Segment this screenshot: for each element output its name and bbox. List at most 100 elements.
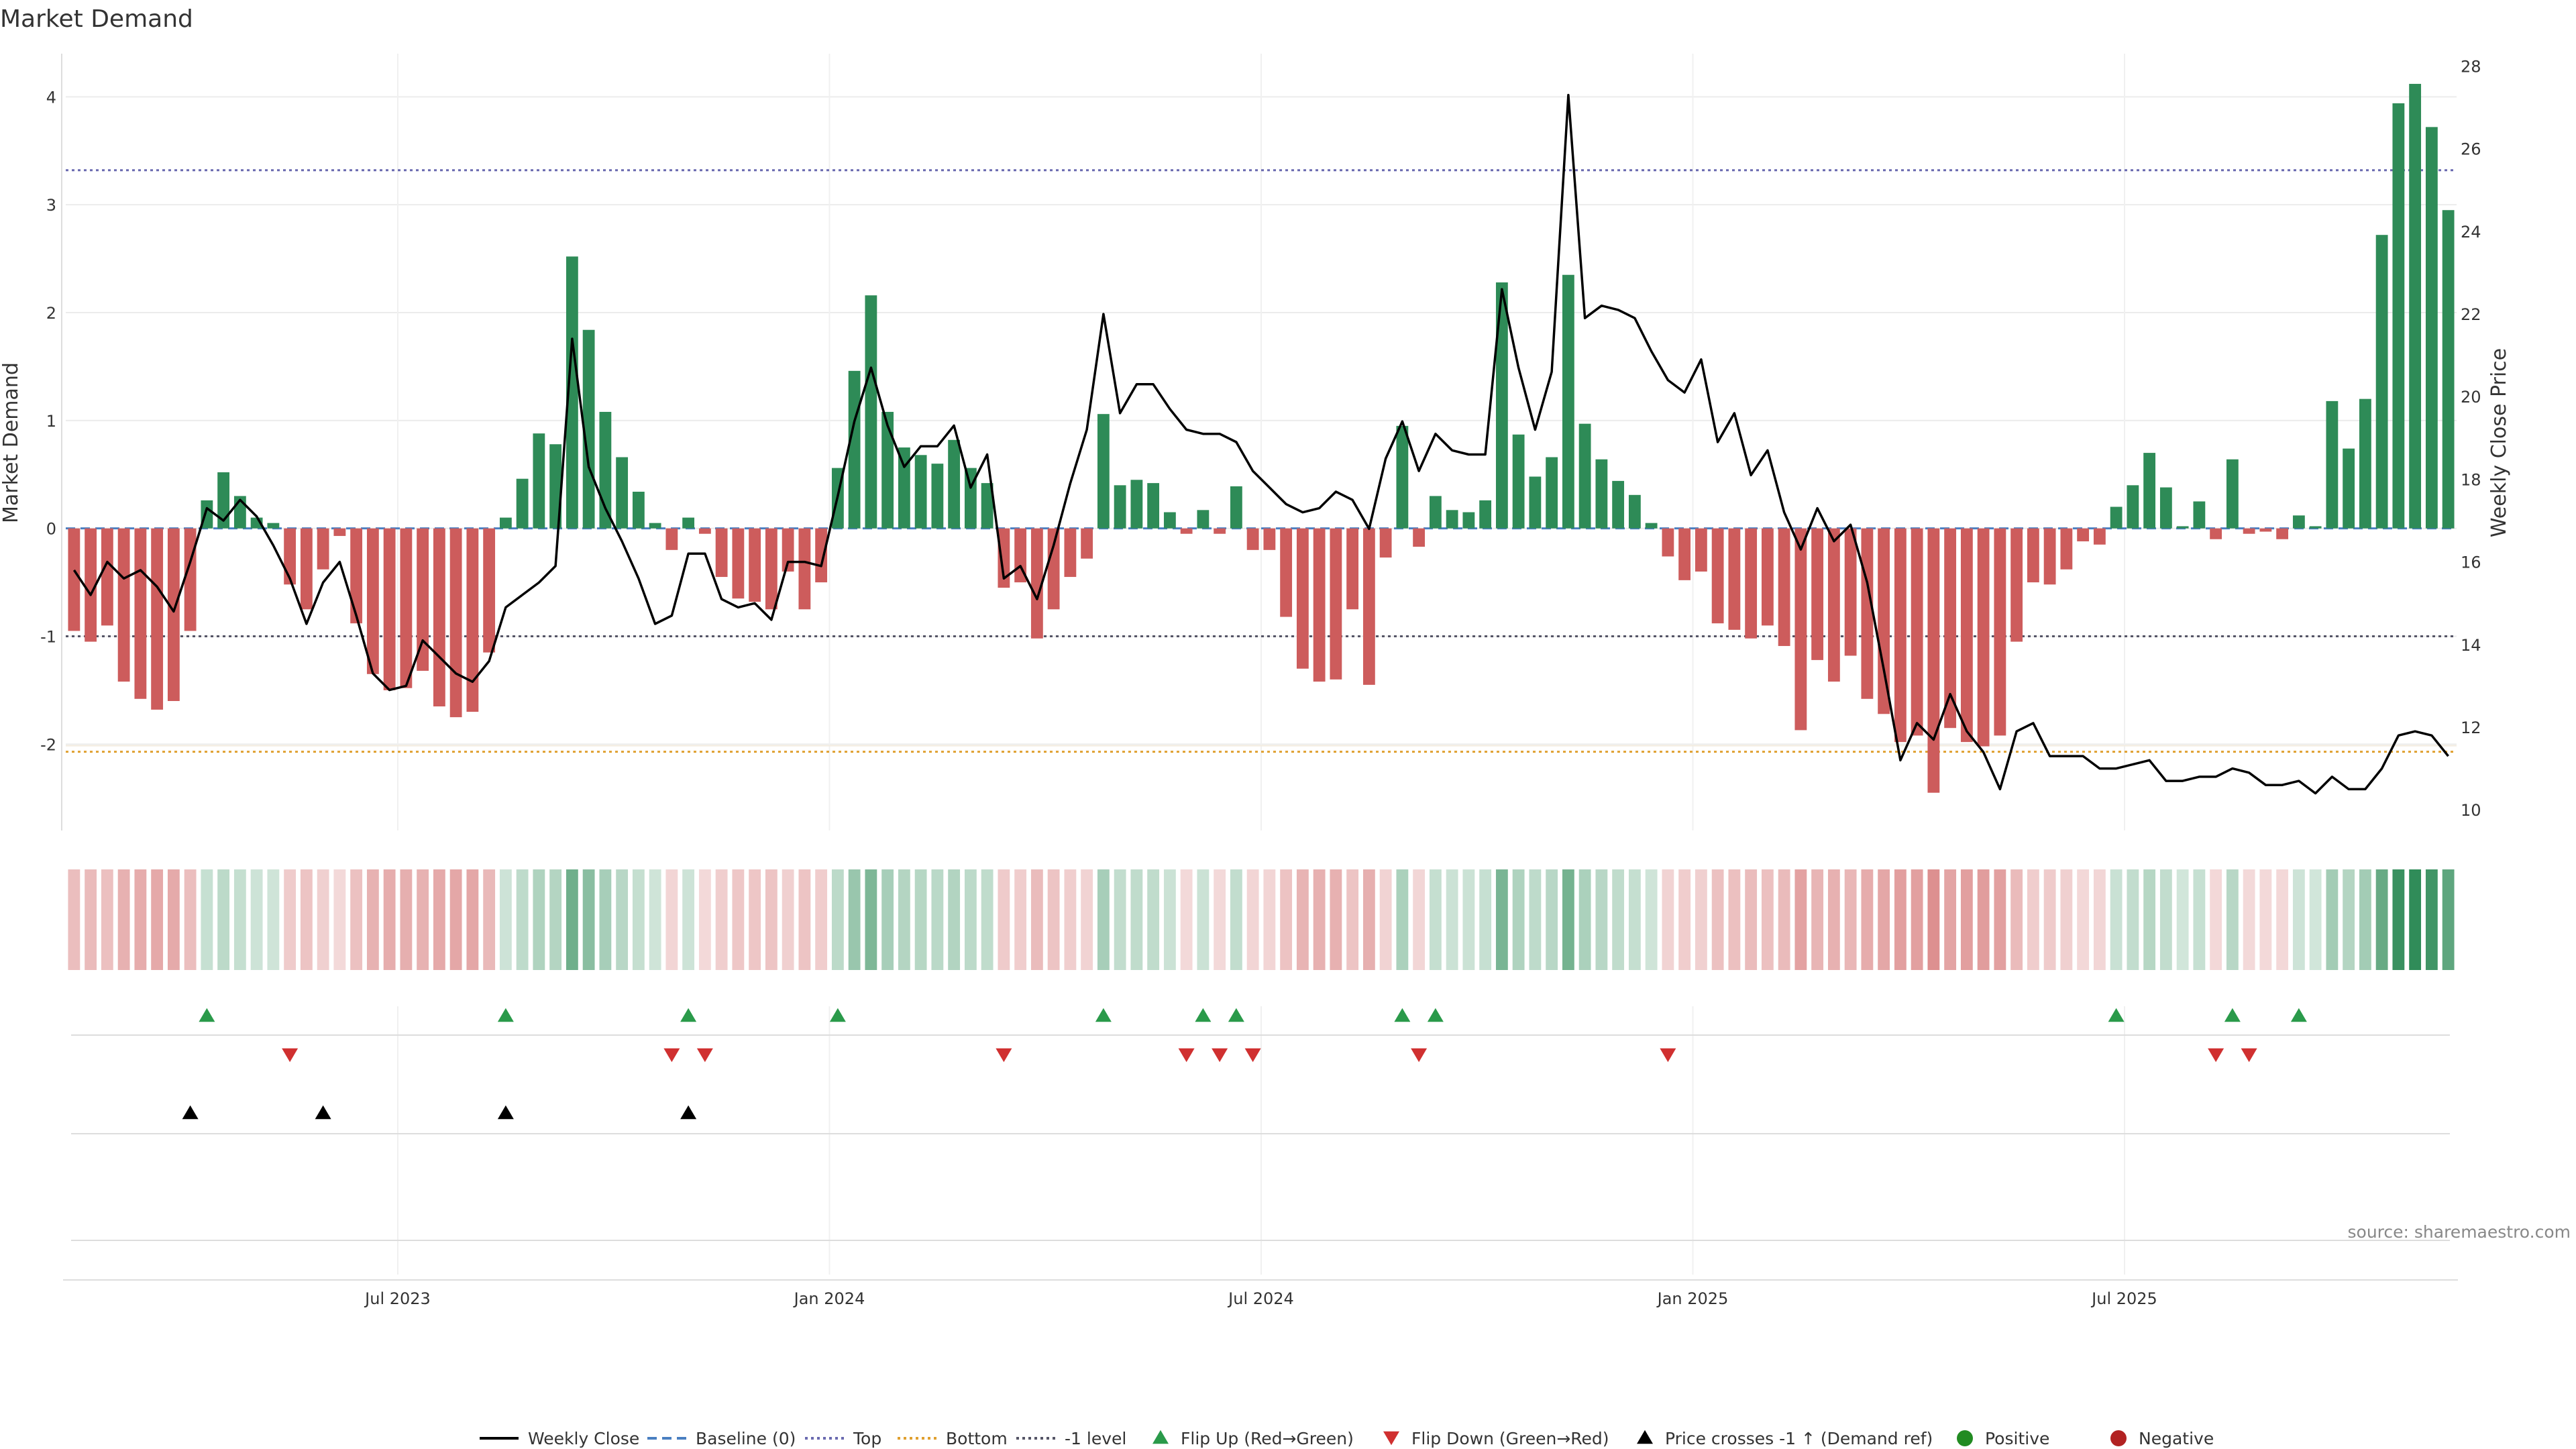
bar-negative bbox=[998, 528, 1010, 588]
bar-negative bbox=[68, 528, 80, 631]
bar-negative bbox=[749, 528, 761, 602]
bar-negative bbox=[417, 528, 429, 671]
strip-cell-positive bbox=[2309, 869, 2322, 970]
strip-cell-negative bbox=[1214, 869, 1226, 970]
strip-cell-negative bbox=[1030, 869, 1043, 970]
bar-negative bbox=[1745, 528, 1758, 639]
y2-tick-label: 26 bbox=[2461, 140, 2481, 159]
flip-up-marker bbox=[1394, 1008, 1411, 1022]
legend-swatch-triangle-up bbox=[1152, 1430, 1169, 1444]
bar-negative bbox=[2243, 528, 2255, 534]
strip-cell-negative bbox=[2043, 869, 2056, 970]
y2-tick-label: 16 bbox=[2461, 553, 2481, 572]
legend-item-label: Top bbox=[853, 1429, 881, 1448]
flip-down-marker bbox=[2241, 1048, 2257, 1063]
bar-negative bbox=[101, 528, 113, 626]
y-tick-label: 4 bbox=[46, 88, 56, 107]
strip-cell-negative bbox=[366, 869, 379, 970]
strip-cell-negative bbox=[85, 869, 97, 970]
bar-positive bbox=[2343, 448, 2355, 529]
strip-cell-positive bbox=[616, 869, 629, 970]
strip-cell-positive bbox=[1097, 869, 1110, 970]
strip-cell-negative bbox=[1362, 869, 1375, 970]
bar-negative bbox=[1246, 528, 1259, 550]
flip-down-marker bbox=[1411, 1048, 1428, 1063]
bar-negative bbox=[665, 528, 678, 550]
legend: Weekly Close Baseline (0) Top Bottom -1 leve… bbox=[480, 1429, 2214, 1448]
strip-cell-positive bbox=[1462, 869, 1475, 970]
legend-item-label: -1 level bbox=[1065, 1429, 1126, 1448]
y-tick-label: 0 bbox=[46, 520, 56, 539]
strip-cell-negative bbox=[400, 869, 413, 970]
flip-up-marker bbox=[2290, 1008, 2307, 1022]
bar-positive bbox=[1495, 282, 1508, 529]
bar-negative bbox=[1064, 528, 1077, 578]
bar-negative bbox=[2060, 528, 2073, 570]
demand-bars bbox=[68, 84, 2455, 793]
strip-cell-positive bbox=[649, 869, 661, 970]
bar-negative bbox=[184, 528, 197, 631]
bar-negative bbox=[167, 528, 180, 701]
strip-cell-positive bbox=[831, 869, 844, 970]
strip-cell-negative bbox=[1296, 869, 1309, 970]
strip-cell-negative bbox=[2077, 869, 2090, 970]
flip-up-marker bbox=[829, 1008, 846, 1022]
bar-positive bbox=[2359, 398, 2371, 529]
strip-cell-negative bbox=[1878, 869, 1890, 970]
chart-title: Market Demand bbox=[0, 5, 193, 33]
strip-cell-positive bbox=[682, 869, 695, 970]
bar-negative bbox=[1030, 528, 1043, 639]
bar-negative bbox=[383, 528, 396, 690]
strip-cell-negative bbox=[1180, 869, 1193, 970]
bar-positive bbox=[1628, 494, 1641, 529]
strip-cell-negative bbox=[1263, 869, 1276, 970]
strip-cell-negative bbox=[1944, 869, 1957, 970]
bar-positive bbox=[2292, 515, 2305, 529]
bar-positive bbox=[1197, 510, 1210, 529]
x-tick-label: Jan 2025 bbox=[1656, 1289, 1729, 1308]
bar-positive bbox=[2110, 506, 2123, 529]
bar-positive bbox=[2309, 526, 2322, 529]
strip-cell-positive bbox=[250, 869, 263, 970]
bar-positive bbox=[2409, 84, 2422, 529]
bar-positive bbox=[2193, 501, 2206, 529]
y-tick-label: -2 bbox=[40, 735, 56, 754]
bar-negative bbox=[1794, 528, 1807, 731]
bar-negative bbox=[1878, 528, 1890, 714]
flip-up-marker bbox=[2224, 1008, 2241, 1022]
strip-cell-positive bbox=[1645, 869, 1658, 970]
bar-negative bbox=[1861, 528, 1874, 699]
strip-cell-negative bbox=[798, 869, 811, 970]
price-cross-marker bbox=[182, 1105, 199, 1120]
legend-item-label: Flip Up (Red→Green) bbox=[1181, 1429, 1354, 1448]
strip-cell-positive bbox=[898, 869, 910, 970]
strip-cell-positive bbox=[1479, 869, 1492, 970]
strip-cell-positive bbox=[233, 869, 246, 970]
strip-cell-positive bbox=[2143, 869, 2156, 970]
bar-negative bbox=[765, 528, 777, 610]
strip-cell-positive bbox=[2359, 869, 2371, 970]
bar-positive bbox=[2143, 453, 2156, 529]
legend-swatch-triangle-down bbox=[1383, 1431, 1399, 1446]
strip-cell-positive bbox=[2326, 869, 2339, 970]
bar-negative bbox=[2010, 528, 2023, 642]
strip-cell-positive bbox=[1562, 869, 1574, 970]
strip-cell-positive bbox=[1446, 869, 1458, 970]
strip-cell-negative bbox=[483, 869, 496, 970]
strip-cell-positive bbox=[2425, 869, 2438, 970]
bar-positive bbox=[931, 464, 944, 529]
bar-negative bbox=[2027, 528, 2039, 583]
bar-positive bbox=[881, 411, 894, 529]
bar-negative bbox=[366, 528, 379, 674]
strip-cell-positive bbox=[931, 869, 944, 970]
strip-cell-negative bbox=[2060, 869, 2073, 970]
strip-cell-positive bbox=[217, 869, 230, 970]
flip-down-marker bbox=[2208, 1048, 2224, 1063]
bar-positive bbox=[516, 478, 529, 529]
x-tick-label: Jul 2025 bbox=[2090, 1289, 2157, 1308]
bar-positive bbox=[2425, 127, 2438, 529]
bar-positive bbox=[2326, 400, 2339, 529]
strip-cell-positive bbox=[2392, 869, 2405, 970]
bar-negative bbox=[1346, 528, 1359, 610]
